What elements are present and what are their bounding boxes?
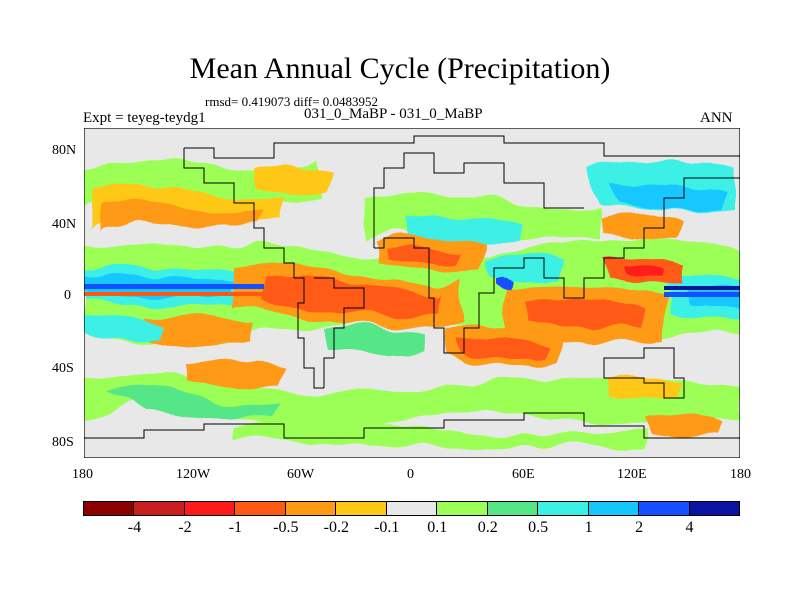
field-region xyxy=(184,362,284,388)
y-label-40s: 40S xyxy=(52,361,74,376)
colorbar-label: 0.2 xyxy=(477,519,498,536)
x-label-60e: 60E xyxy=(512,467,535,482)
colorbar-label: 2 xyxy=(635,519,644,536)
colorbar-box xyxy=(436,501,488,516)
field-region xyxy=(254,164,334,195)
equatorial-bands xyxy=(84,284,740,297)
field-region xyxy=(234,423,644,448)
colorbar-label: 0.5 xyxy=(528,519,549,536)
x-label-180w: 180 xyxy=(72,467,93,482)
field-region xyxy=(84,292,264,296)
coastline xyxy=(294,277,324,389)
season-label: ANN xyxy=(700,110,733,126)
colorbar-box xyxy=(638,501,690,516)
x-label-60w: 60W xyxy=(287,467,315,482)
difference-name: 031_0_MaBP - 031_0_MaBP xyxy=(304,106,483,122)
x-label-120e: 120E xyxy=(617,467,647,482)
colorbar-label: -0.5 xyxy=(273,519,299,536)
experiment-label: Expt = teyeg-teydg1 xyxy=(83,110,206,126)
coastline xyxy=(454,177,740,354)
colorbar xyxy=(83,501,741,516)
field-region xyxy=(524,298,644,328)
coastline xyxy=(603,347,685,399)
colorbar-box xyxy=(537,501,589,516)
field-region xyxy=(456,337,548,360)
colorbar-label: -0.2 xyxy=(323,519,349,536)
coastline xyxy=(314,277,365,388)
y-label-80n: 80N xyxy=(52,143,77,158)
field-region xyxy=(104,200,264,230)
colorbar-label: 1 xyxy=(584,519,593,536)
x-label-0: 0 xyxy=(407,467,414,482)
colorbar-label: -1 xyxy=(228,519,243,536)
coastline xyxy=(184,135,740,159)
coastline xyxy=(373,152,584,248)
x-label-120w: 120W xyxy=(176,467,211,482)
colorbar-box xyxy=(385,501,438,516)
colorbar-label: -0.1 xyxy=(374,519,400,536)
colorbar-label: -4 xyxy=(127,519,142,536)
colorbar-box xyxy=(133,501,185,516)
map-panel xyxy=(83,127,741,459)
colorbar-box xyxy=(587,501,640,516)
field-region xyxy=(324,327,424,356)
field-region xyxy=(264,276,444,317)
coastline xyxy=(374,237,454,354)
field-region xyxy=(104,387,284,419)
field-region xyxy=(664,292,740,297)
coastlines xyxy=(84,135,740,439)
y-label-80s: 80S xyxy=(52,435,74,450)
precipitation-difference-map xyxy=(83,127,741,459)
field-region xyxy=(384,244,464,264)
rmsd-diff-stats: rmsd= 0.419073 diff= 0.0483952 xyxy=(205,94,378,109)
y-label-40n: 40N xyxy=(52,217,77,232)
precipitation-field xyxy=(84,158,740,448)
x-label-180e: 180 xyxy=(730,467,751,482)
colorbar-box xyxy=(183,501,236,516)
colorbar-box xyxy=(486,501,539,516)
chart-title: Mean Annual Cycle (Precipitation) xyxy=(189,52,611,85)
field-region xyxy=(84,284,264,289)
coastline xyxy=(84,412,740,439)
coastline xyxy=(183,148,295,278)
field-region xyxy=(624,264,664,279)
field-region xyxy=(144,316,254,346)
field-region xyxy=(84,316,164,338)
colorbar-box xyxy=(234,501,286,516)
colorbar-label: 0.1 xyxy=(427,519,448,536)
field-region xyxy=(644,416,724,438)
field-region xyxy=(494,276,510,289)
colorbar-box xyxy=(83,501,135,516)
colorbar-box xyxy=(335,501,387,516)
colorbar-label: -2 xyxy=(178,519,192,536)
colorbar-box xyxy=(688,501,741,516)
colorbar-label: 4 xyxy=(685,519,694,536)
y-label-equator: 0 xyxy=(64,288,71,303)
colorbar-box xyxy=(284,501,337,516)
field-region xyxy=(664,286,740,290)
